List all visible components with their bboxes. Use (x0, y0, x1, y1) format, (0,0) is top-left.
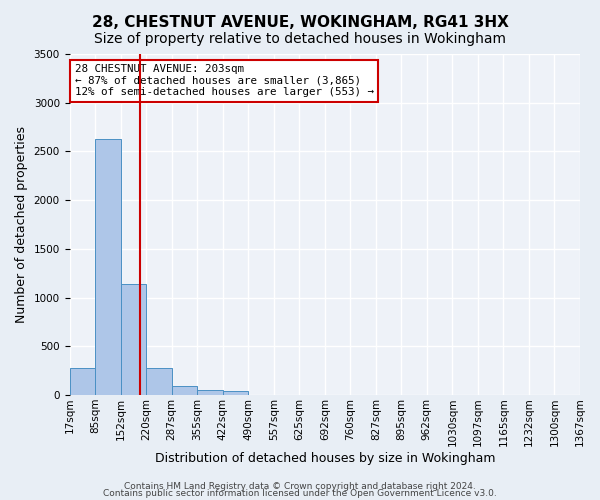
Bar (172, 386, 197, 395)
Text: Contains public sector information licensed under the Open Government Licence v3: Contains public sector information licen… (103, 488, 497, 498)
Bar (70, 368, 95, 395)
Bar (197, 390, 223, 395)
Bar (121, 284, 146, 395)
Text: Contains HM Land Registry data © Crown copyright and database right 2024.: Contains HM Land Registry data © Crown c… (124, 482, 476, 491)
Bar (223, 391, 248, 395)
X-axis label: Distribution of detached houses by size in Wokingham: Distribution of detached houses by size … (155, 452, 495, 465)
Bar (146, 368, 172, 395)
Text: 28 CHESTNUT AVENUE: 203sqm
← 87% of detached houses are smaller (3,865)
12% of s: 28 CHESTNUT AVENUE: 203sqm ← 87% of deta… (74, 64, 374, 98)
Text: 28, CHESTNUT AVENUE, WOKINGHAM, RG41 3HX: 28, CHESTNUT AVENUE, WOKINGHAM, RG41 3HX (92, 15, 508, 30)
Bar (95, 139, 121, 395)
Text: Size of property relative to detached houses in Wokingham: Size of property relative to detached ho… (94, 32, 506, 46)
Y-axis label: Number of detached properties: Number of detached properties (15, 126, 28, 323)
